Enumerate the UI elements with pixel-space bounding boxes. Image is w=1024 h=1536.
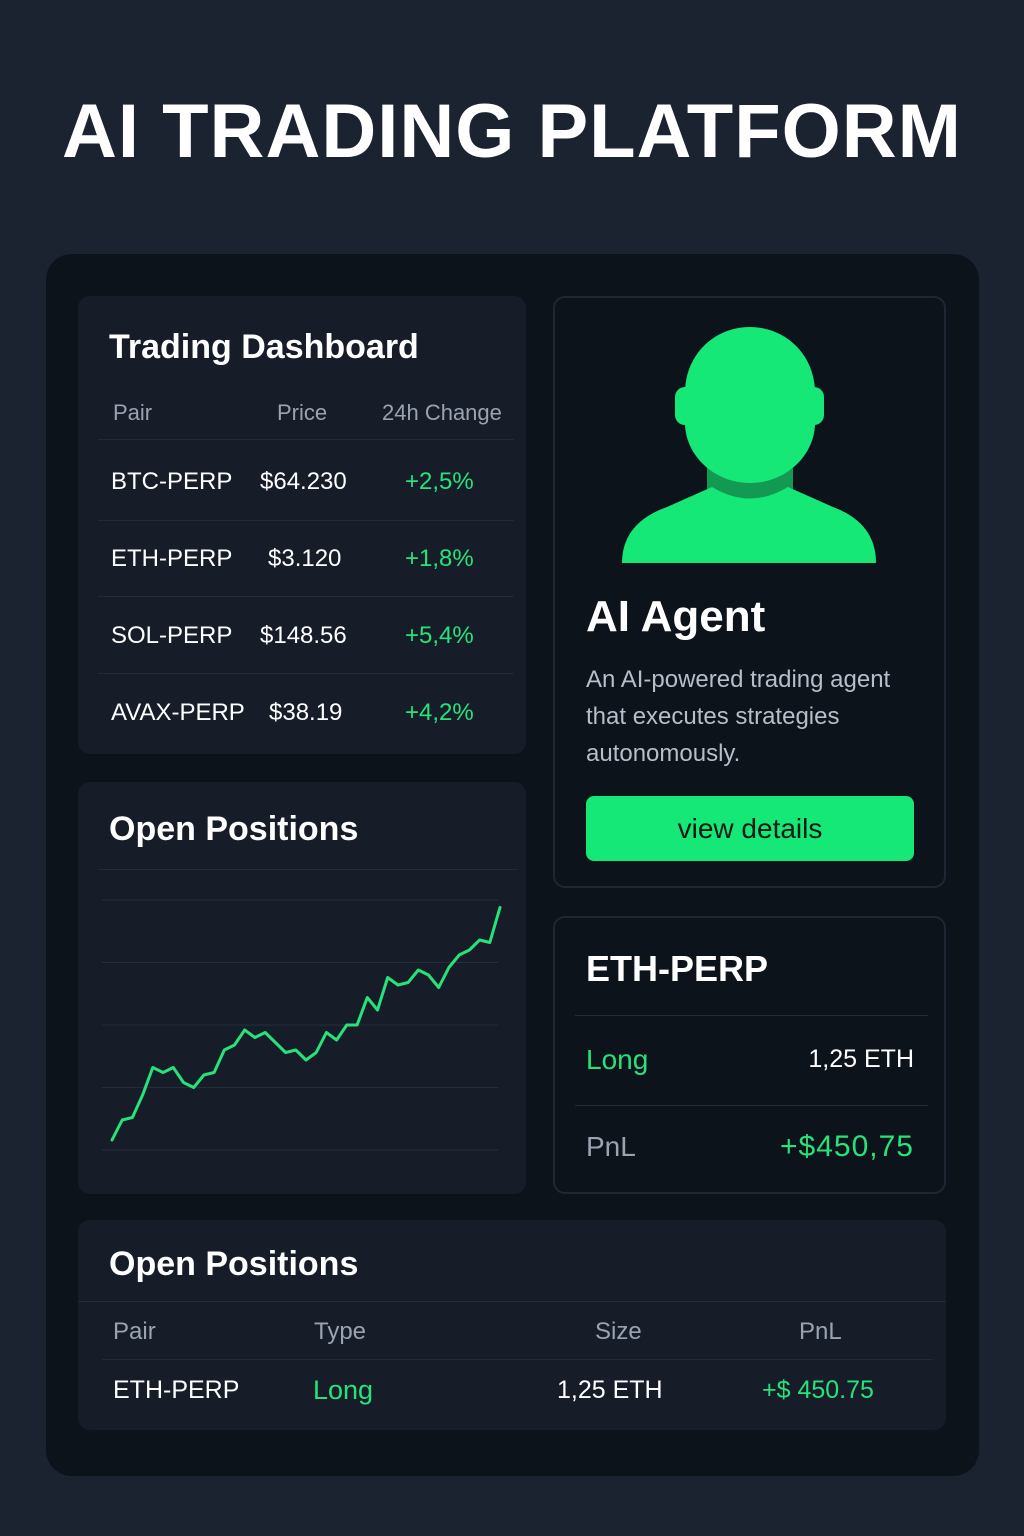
pnl-value: +$450,75 [780, 1130, 914, 1163]
price-cell: $148.56 [260, 622, 347, 649]
price-line-chart [102, 899, 502, 1151]
position-size: 1,25 ETH [808, 1045, 914, 1073]
divider [78, 1301, 946, 1302]
pnl-label: PnL [586, 1131, 636, 1162]
person-avatar-icon [622, 327, 877, 565]
change-cell: +1,8% [405, 545, 474, 572]
divider [102, 1359, 932, 1360]
change-cell: +5,4% [405, 622, 474, 649]
agent-title: AI Agent [586, 592, 766, 641]
chart-card-title: Open Positions [109, 810, 359, 848]
change-cell: +2,5% [405, 468, 474, 495]
divider [575, 1105, 928, 1106]
page-title: AI TRADING PLATFORM [62, 89, 962, 174]
divider [98, 673, 514, 674]
divider [98, 439, 514, 440]
price-cell: $3.120 [268, 545, 342, 572]
header-price: Price [277, 400, 328, 425]
open-positions-table-card: Open Positions Pair Type Size PnL ETH-PE… [78, 1220, 946, 1430]
header-pair: Pair [113, 1318, 156, 1345]
divider [98, 869, 518, 870]
positions-table-title: Open Positions [109, 1245, 359, 1283]
header-size: Size [595, 1318, 642, 1345]
view-details-button[interactable]: view details [586, 796, 914, 861]
pair-cell: BTC-PERP [111, 468, 233, 495]
header-pnl: PnL [799, 1318, 842, 1345]
divider [575, 1015, 928, 1016]
pair-cell: ETH-PERP [113, 1376, 240, 1404]
size-cell: 1,25 ETH [557, 1376, 663, 1404]
agent-description: An AI-powered trading agent that execute… [586, 666, 891, 767]
position-side: Long [586, 1044, 649, 1075]
pair-cell: AVAX-PERP [111, 699, 245, 726]
header-24h-change: 24h Change [382, 400, 502, 425]
open-positions-chart-card: Open Positions [78, 782, 526, 1194]
pair-cell: SOL-PERP [111, 622, 233, 649]
divider [98, 596, 514, 597]
ai-agent-card: AI Agent An AI-powered trading agent tha… [553, 296, 946, 888]
price-cell: $64.230 [260, 468, 347, 495]
change-cell: +4,2% [405, 699, 474, 726]
main-panel: Trading Dashboard Pair Price 24h Change … [46, 254, 979, 1476]
header-type: Type [314, 1318, 367, 1345]
divider [98, 520, 514, 521]
trading-dashboard-card: Trading Dashboard Pair Price 24h Change … [78, 296, 526, 754]
position-pair: ETH-PERP [586, 948, 769, 989]
dashboard-title: Trading Dashboard [109, 328, 419, 366]
pair-cell: ETH-PERP [111, 545, 233, 572]
series-line [110, 906, 502, 1142]
price-cell: $38.19 [269, 699, 343, 726]
pnl-cell: +$ 450.75 [762, 1376, 874, 1404]
type-cell: Long [313, 1375, 374, 1405]
position-card: ETH-PERP Long 1,25 ETH PnL +$450,75 [553, 916, 946, 1194]
header-pair: Pair [113, 400, 153, 425]
